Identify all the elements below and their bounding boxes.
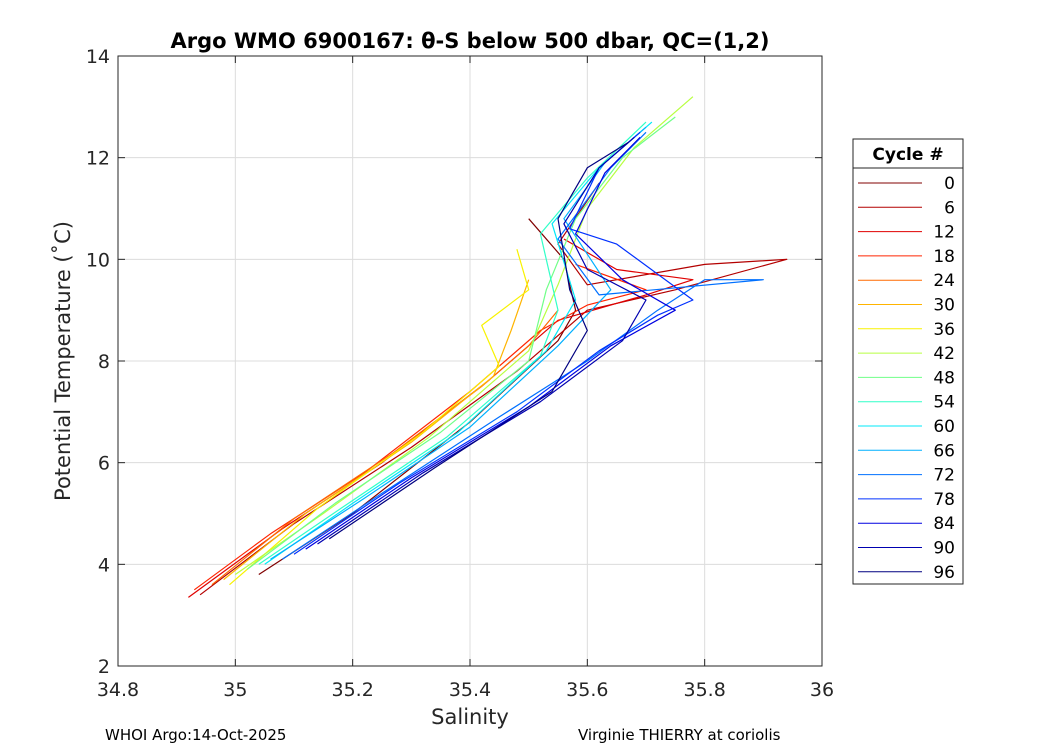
y-tick-label: 14 [86, 46, 110, 68]
x-tick-label: 35.8 [684, 679, 726, 701]
x-tick-label: 36 [810, 679, 834, 701]
series-line-cycle-60 [264, 121, 653, 565]
series-line-cycle-6 [199, 182, 788, 596]
legend-label-60: 60 [933, 417, 955, 437]
legend-label-96: 96 [933, 563, 955, 583]
legend-label-24: 24 [933, 271, 955, 291]
x-tick-label: 35.6 [566, 679, 608, 701]
chart-title: Argo WMO 6900167: θ-S below 500 dbar, QC… [171, 29, 770, 53]
legend-label-18: 18 [933, 247, 955, 267]
series-line-cycle-66 [270, 126, 647, 560]
legend-label-72: 72 [933, 466, 955, 486]
y-tick-label: 2 [98, 656, 110, 678]
legend-label-66: 66 [933, 441, 955, 461]
legend-label-6: 6 [944, 198, 955, 218]
tick-marks [117, 55, 823, 667]
x-tick-label: 35.2 [332, 679, 374, 701]
series-line-cycle-42 [234, 96, 694, 575]
y-tick-label: 4 [98, 554, 110, 576]
y-tick-label: 10 [86, 249, 110, 271]
x-axis-label: Salinity [431, 705, 509, 729]
footer-left: WHOI Argo:14-Oct-2025 [105, 726, 286, 744]
legend-label-0: 0 [944, 174, 955, 194]
footer-right: Virginie THIERRY at coriolis [578, 726, 781, 744]
y-axis-label: Potential Temperature (˚C) [51, 221, 75, 501]
x-tick-label: 35.4 [449, 679, 491, 701]
series-line-cycle-78 [293, 131, 694, 555]
y-tick-label: 12 [86, 148, 110, 170]
legend-label-84: 84 [933, 514, 955, 534]
y-tick-label: 6 [98, 453, 110, 475]
x-tick-label: 35 [223, 679, 247, 701]
legend-label-36: 36 [933, 320, 955, 340]
series-line-cycle-0 [258, 218, 577, 576]
legend-label-90: 90 [933, 539, 955, 559]
y-tick-label: 8 [98, 351, 110, 373]
legend-items: 0 6 12 18 24 30 36 42 48 54 60 66 72 78 84 90 96 [858, 174, 955, 583]
series-layer [188, 96, 788, 598]
series-line-cycle-90 [317, 136, 647, 545]
x-tick-label: 34.8 [97, 679, 139, 701]
series-line-cycle-30 [223, 279, 530, 581]
series-line-cycle-36 [229, 249, 530, 586]
series-line-cycle-48 [246, 116, 676, 570]
legend: Cycle # 0 6 12 18 24 30 36 42 48 54 60 66 72 78 84 90 96 [852, 138, 964, 585]
legend-label-78: 78 [933, 490, 955, 510]
plot-area: 34.8 35 35.2 35.4 35.6 35.8 36 2 4 6 8 10 12 14 [86, 46, 834, 701]
series-line-cycle-18 [193, 263, 647, 591]
legend-label-54: 54 [933, 393, 955, 413]
legend-title: Cycle # [872, 145, 943, 165]
series-line-cycle-96 [328, 141, 629, 540]
legend-label-12: 12 [933, 223, 955, 243]
series-line-cycle-84 [305, 136, 676, 550]
legend-label-42: 42 [933, 344, 955, 364]
series-line-cycle-54 [258, 121, 647, 565]
legend-box [852, 138, 964, 585]
legend-label-48: 48 [933, 368, 955, 388]
legend-label-30: 30 [933, 296, 955, 316]
grid-lines [118, 56, 822, 666]
